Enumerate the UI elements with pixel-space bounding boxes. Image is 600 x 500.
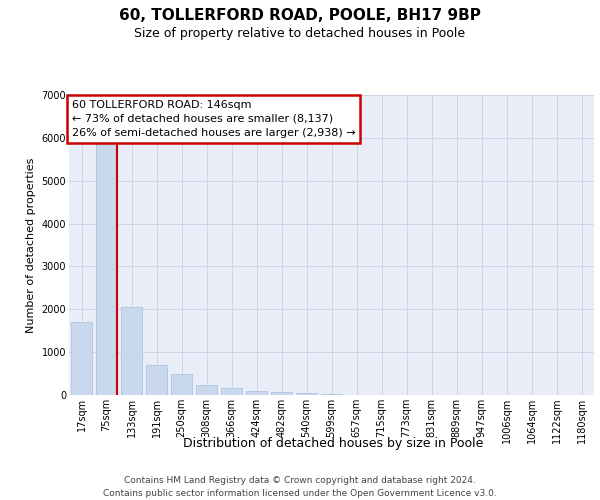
Text: Size of property relative to detached houses in Poole: Size of property relative to detached ho… [134,28,466,40]
Bar [221,388,242,395]
Bar [96,142,117,395]
Bar [271,392,292,395]
Bar [321,394,342,395]
Bar [196,385,217,395]
Bar [121,307,142,395]
Bar [146,365,167,395]
Y-axis label: Number of detached properties: Number of detached properties [26,158,36,332]
Bar [296,393,317,395]
Bar [246,391,267,395]
Text: 60 TOLLERFORD ROAD: 146sqm
← 73% of detached houses are smaller (8,137)
26% of s: 60 TOLLERFORD ROAD: 146sqm ← 73% of deta… [71,100,355,138]
Text: Distribution of detached houses by size in Poole: Distribution of detached houses by size … [183,438,483,450]
Text: Contains public sector information licensed under the Open Government Licence v3: Contains public sector information licen… [103,489,497,498]
Text: Contains HM Land Registry data © Crown copyright and database right 2024.: Contains HM Land Registry data © Crown c… [124,476,476,485]
Text: 60, TOLLERFORD ROAD, POOLE, BH17 9BP: 60, TOLLERFORD ROAD, POOLE, BH17 9BP [119,8,481,22]
Bar [71,322,92,395]
Bar [171,374,192,395]
